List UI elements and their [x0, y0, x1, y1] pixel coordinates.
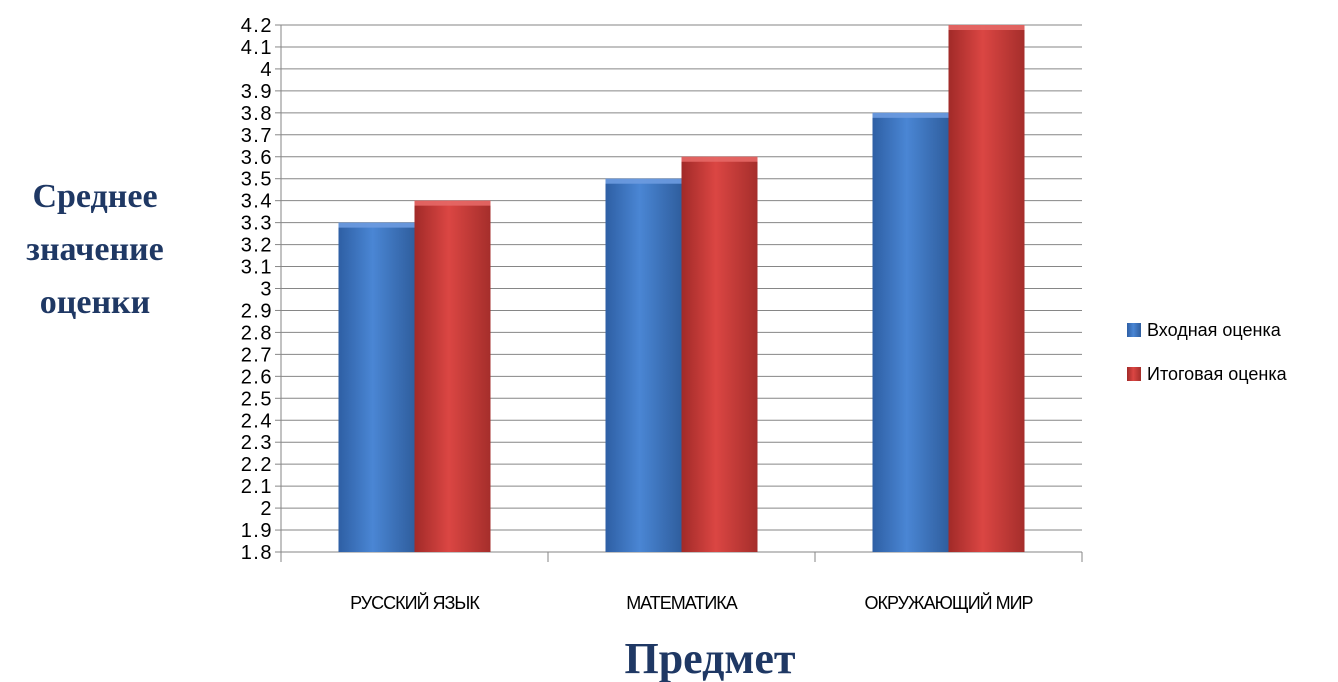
- x-category-label: РУССКИЙ ЯЗЫК: [350, 592, 480, 613]
- y-tick-label: 4.1: [241, 37, 273, 59]
- y-tick-label: 4.2: [241, 15, 273, 37]
- legend-swatch: [1127, 367, 1141, 381]
- x-category-label: МАТЕМАТИКА: [626, 593, 738, 613]
- y-tick-label: 3.8: [241, 103, 273, 125]
- bar: [338, 222, 415, 552]
- y-axis-title: значение: [26, 231, 163, 268]
- legend: Входная оценка Итоговая оценка: [1127, 320, 1288, 384]
- legend-swatch: [1127, 323, 1141, 337]
- bars: [338, 25, 1025, 553]
- bar: [872, 112, 949, 552]
- y-tick-label: 3.2: [241, 235, 273, 257]
- bar-top-highlight: [681, 156, 758, 162]
- bar-top-highlight: [948, 25, 1025, 30]
- y-tick-label: 2.6: [241, 366, 273, 388]
- y-tick-label: 1.8: [241, 542, 273, 564]
- y-tick-label: 3.1: [241, 257, 273, 279]
- y-tick-label: 2.5: [241, 388, 273, 410]
- legend-label: Входная оценка: [1147, 320, 1282, 340]
- y-tick-label: 2.3: [241, 432, 273, 454]
- y-tick-label: 4: [260, 59, 273, 81]
- y-tick-label: 2: [260, 498, 273, 520]
- y-tick-label: 2.1: [241, 476, 273, 498]
- y-tick-label: 3: [260, 279, 273, 301]
- y-tick-label: 2.4: [241, 410, 273, 432]
- bar: [948, 25, 1025, 552]
- axis-labels: 1.81.922.12.22.32.42.52.62.72.82.933.13.…: [26, 15, 1034, 682]
- y-tick-label: 3.4: [241, 191, 273, 213]
- bar: [681, 156, 758, 552]
- bar-top-highlight: [338, 222, 415, 228]
- y-tick-label: 1.9: [241, 520, 273, 542]
- x-axis-title: Предмет: [624, 634, 795, 682]
- y-tick-label: 3.7: [241, 125, 273, 147]
- bar-top-highlight: [414, 200, 491, 206]
- y-tick-label: 2.7: [241, 344, 273, 366]
- y-axis-title: оценки: [40, 284, 150, 321]
- legend-label: Итоговая оценка: [1147, 364, 1288, 384]
- x-category-label: ОКРУЖАЮЩИЙ МИР: [864, 592, 1033, 613]
- bar-top-highlight: [605, 178, 682, 184]
- y-tick-label: 3.3: [241, 213, 273, 235]
- y-tick-label: 3.9: [241, 81, 273, 103]
- y-tick-label: 3.5: [241, 169, 273, 191]
- y-tick-label: 3.6: [241, 147, 273, 169]
- bar: [414, 200, 491, 552]
- y-tick-label: 2.9: [241, 300, 273, 322]
- bar-top-highlight: [872, 112, 949, 118]
- y-axis-title: Среднее: [32, 178, 157, 215]
- y-tick-label: 2.8: [241, 322, 273, 344]
- bar: [605, 178, 682, 553]
- y-tick-label: 2.2: [241, 454, 273, 476]
